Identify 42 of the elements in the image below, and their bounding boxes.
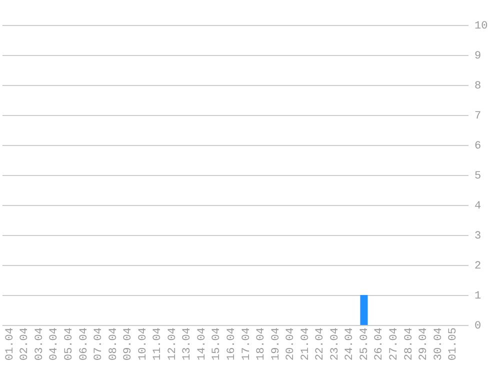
x-tick-label: 01.05 xyxy=(448,328,460,361)
x-tick-label: 30.04 xyxy=(432,327,445,361)
x-tick-label: 12.04 xyxy=(166,327,179,361)
y-tick-label: 0 xyxy=(474,320,482,332)
y-tick-label: 1 xyxy=(474,290,482,302)
y-tick-label: 10 xyxy=(474,20,488,32)
x-tick-label: 01.04 xyxy=(4,327,16,361)
x-tick-label: 29.04 xyxy=(418,327,430,361)
y-tick-label: 8 xyxy=(474,80,482,92)
x-tick-label: 15.04 xyxy=(211,327,224,361)
y-tick-label: 5 xyxy=(474,170,482,182)
x-tick-label: 10.04 xyxy=(137,327,150,361)
y-tick-label: 7 xyxy=(474,110,482,122)
y-tick-label: 2 xyxy=(474,260,482,272)
x-tick-label: 04.04 xyxy=(48,327,61,361)
x-tick-label: 16.04 xyxy=(226,327,238,361)
x-tick-label: 18.04 xyxy=(256,327,268,361)
x-tick-label: 25.04 xyxy=(358,327,371,361)
y-tick-label: 3 xyxy=(474,230,482,242)
x-tick-label: 05.04 xyxy=(63,327,76,361)
y-tick-label: 9 xyxy=(474,50,482,62)
x-tick-label: 23.04 xyxy=(329,327,342,361)
x-tick-label: 02.04 xyxy=(19,327,32,361)
x-tick-label: 24.04 xyxy=(344,327,356,361)
x-tick-label: 21.04 xyxy=(300,327,312,361)
x-tick-label: 20.04 xyxy=(285,327,298,361)
x-tick-label: 19.04 xyxy=(270,327,282,361)
x-tick-label: 22.04 xyxy=(314,327,327,361)
x-tick-label: 08.04 xyxy=(108,327,120,361)
x-tick-label: 13.04 xyxy=(182,327,194,361)
x-tick-label: 28.04 xyxy=(403,327,416,361)
x-tick-label: 17.04 xyxy=(240,327,253,361)
x-tick-label: 06.04 xyxy=(78,327,90,361)
x-tick-label: 09.04 xyxy=(122,327,135,361)
x-tick-label: 07.04 xyxy=(93,327,106,361)
x-tick-label: 14.04 xyxy=(196,327,208,361)
x-tick-label: 03.04 xyxy=(34,327,46,361)
y-tick-label: 4 xyxy=(474,200,482,212)
x-tick-label: 11.04 xyxy=(152,327,164,361)
x-tick-label: 26.04 xyxy=(374,327,386,361)
y-tick-label: 6 xyxy=(474,140,482,152)
x-tick-label: 27.04 xyxy=(388,327,401,361)
